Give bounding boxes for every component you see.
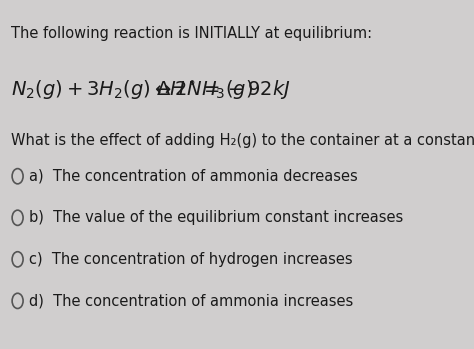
Text: $\Delta H^\circ = -92kJ$: $\Delta H^\circ = -92kJ$ <box>156 77 291 101</box>
Text: b)  The value of the equilibrium constant increases: b) The value of the equilibrium constant… <box>29 210 403 225</box>
Text: d)  The concentration of ammonia increases: d) The concentration of ammonia increase… <box>29 294 353 309</box>
Text: $N_2(g) + 3H_2(g) \leftrightarrow 2NH_3(g)$: $N_2(g) + 3H_2(g) \leftrightarrow 2NH_3(… <box>11 77 254 101</box>
Text: The following reaction is INITIALLY at equilibrium:: The following reaction is INITIALLY at e… <box>11 25 373 40</box>
Text: c)  The concentration of hydrogen increases: c) The concentration of hydrogen increas… <box>29 252 353 267</box>
Text: What is the effect of adding H₂(g) to the container at a constant temperature?: What is the effect of adding H₂(g) to th… <box>11 133 474 148</box>
Text: a)  The concentration of ammonia decreases: a) The concentration of ammonia decrease… <box>29 169 357 184</box>
